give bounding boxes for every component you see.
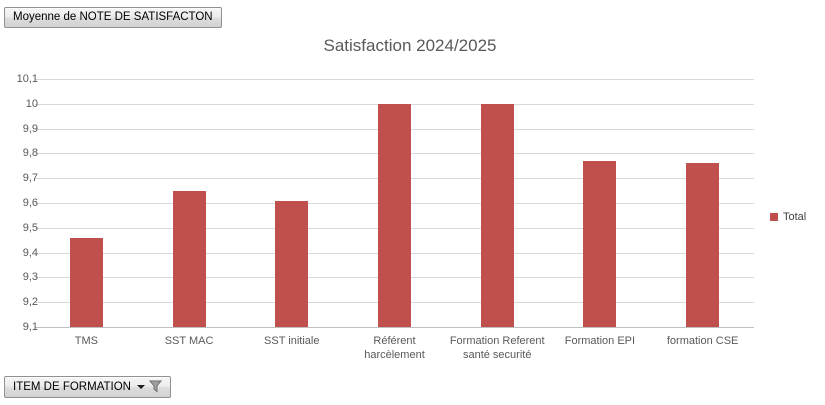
chart-title: Satisfaction 2024/2025 [323, 36, 497, 55]
x-axis-category-label: SST MAC [164, 335, 214, 347]
bar-formation-cse[interactable] [686, 163, 720, 327]
x-axis-category-label: formation CSE [666, 335, 739, 347]
x-axis-category-label: Formation Referent santé securité [449, 335, 545, 361]
x-axis-category-label: Référent harcèlement [364, 335, 425, 361]
chevron-down-icon [136, 384, 145, 389]
y-axis-tick-label: 9,5 [22, 221, 38, 234]
bar-formation-epi[interactable] [583, 160, 617, 327]
y-axis-tick-label: 9,1 [22, 321, 38, 333]
legend[interactable]: Total [770, 211, 806, 223]
bar-tms[interactable] [69, 237, 103, 327]
legend-series-swatch [770, 213, 778, 221]
funnel-icon [148, 380, 162, 393]
y-axis-tick-label: 10 [25, 97, 38, 110]
bar-formation-referent-sant-securit-[interactable] [480, 103, 514, 327]
bar-sst-initiale[interactable] [275, 200, 309, 327]
bar-r-f-rent-harc-lement[interactable] [378, 103, 411, 327]
x-axis-line [35, 327, 754, 328]
x-axis-category-label: TMS [74, 335, 98, 347]
y-axis-tick-label: 9,9 [22, 122, 38, 135]
y-axis-tick-label: 9,3 [22, 271, 38, 284]
x-axis-category-label: Formation EPI [564, 335, 636, 347]
x-axis-category-label: SST initiale [264, 335, 320, 347]
y-axis-tick-label: 9,4 [22, 246, 38, 259]
y-axis-tick-label: 9,8 [22, 147, 38, 160]
y-axis-tick-label: 9,6 [22, 197, 38, 209]
y-axis-tick-label: 9,7 [22, 172, 38, 185]
pivot-value-field-label: Moyenne de NOTE DE SATISFACTON [13, 11, 213, 23]
gridline [35, 79, 754, 80]
y-axis-tick-label: 10,1 [16, 73, 38, 85]
pivot-axis-field-button[interactable]: ITEM DE FORMATION [4, 376, 171, 398]
legend-series-label: Total [783, 211, 807, 223]
pivot-value-field-button[interactable]: Moyenne de NOTE DE SATISFACTON [4, 7, 222, 28]
pivot-axis-field-label: ITEM DE FORMATION [13, 380, 131, 393]
bar-sst-mac[interactable] [172, 190, 206, 327]
y-axis-tick-label: 9,2 [22, 296, 38, 309]
